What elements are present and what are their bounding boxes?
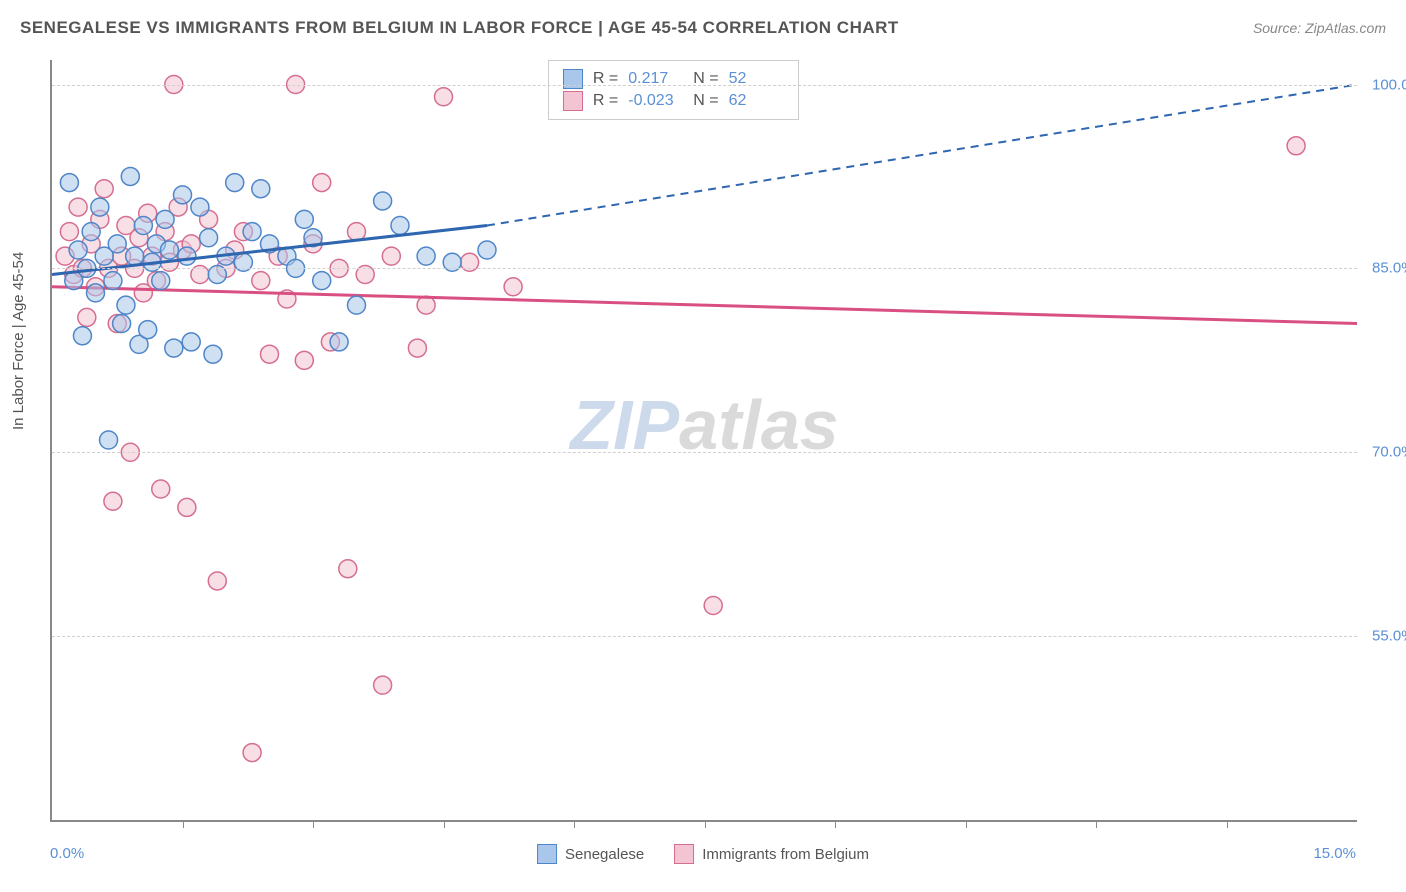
gridline (52, 85, 1357, 86)
y-axis-label: In Labor Force | Age 45-54 (10, 252, 27, 430)
legend-swatch (674, 844, 694, 864)
legend-label: Senegalese (565, 846, 644, 863)
x-tick (574, 820, 575, 828)
y-tick-label: 100.0% (1362, 76, 1406, 93)
x-tick (835, 820, 836, 828)
y-tick-label: 55.0% (1362, 628, 1406, 645)
series-legend: Senegalese Immigrants from Belgium (537, 844, 869, 864)
y-tick-label: 70.0% (1362, 444, 1406, 461)
x-max-label: 15.0% (1313, 845, 1356, 862)
legend-swatch (537, 844, 557, 864)
y-tick-label: 85.0% (1362, 260, 1406, 277)
gridline (52, 268, 1357, 269)
gridline (52, 452, 1357, 453)
x-tick (966, 820, 967, 828)
legend-swatch-0 (563, 69, 583, 89)
x-tick (183, 820, 184, 828)
chart-title: SENEGALESE VS IMMIGRANTS FROM BELGIUM IN… (20, 18, 899, 38)
x-tick (1227, 820, 1228, 828)
legend-swatch-1 (563, 91, 583, 111)
legend-row: R = 0.217 N = 52 (563, 69, 784, 89)
plot-area: ZIPatlas R = 0.217 N = 52 R = -0.023 N =… (50, 60, 1357, 822)
x-min-label: 0.0% (50, 845, 84, 862)
r-value: -0.023 (628, 92, 683, 110)
n-label: N = (693, 92, 718, 110)
x-tick (444, 820, 445, 828)
legend-row: R = -0.023 N = 62 (563, 91, 784, 111)
x-tick (313, 820, 314, 828)
x-tick (705, 820, 706, 828)
chart-svg (52, 60, 1357, 820)
n-value: 62 (729, 92, 784, 110)
legend-label: Immigrants from Belgium (702, 846, 869, 863)
legend-item: Immigrants from Belgium (674, 844, 869, 864)
gridline (52, 636, 1357, 637)
correlation-legend: R = 0.217 N = 52 R = -0.023 N = 62 (548, 60, 799, 120)
legend-item: Senegalese (537, 844, 644, 864)
r-label: R = (593, 92, 618, 110)
source-attribution: Source: ZipAtlas.com (1253, 20, 1386, 36)
x-tick (1096, 820, 1097, 828)
